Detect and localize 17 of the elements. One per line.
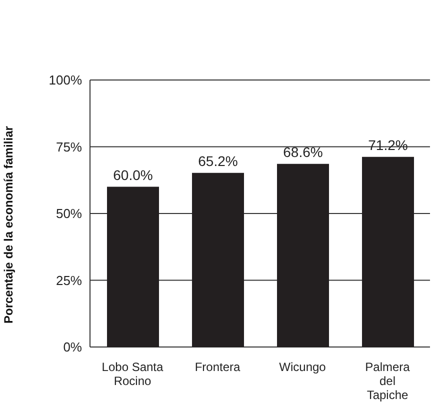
y-tick-label: 25%	[56, 272, 82, 288]
data-label: 60.0%	[113, 166, 153, 183]
bar	[362, 156, 414, 347]
data-label: 65.2%	[198, 152, 238, 169]
y-tick-label: 50%	[56, 206, 82, 222]
bar	[192, 172, 244, 347]
x-tick-label: Frontera	[194, 360, 240, 374]
y-axis-title: Porcentaje de la economía familiar	[1, 126, 16, 324]
y-tick-label: 75%	[56, 139, 82, 154]
y-tick-label: 100%	[48, 72, 82, 88]
bar	[107, 186, 159, 347]
x-tick-label: Palmera del Tapiche	[365, 360, 410, 402]
bar	[277, 164, 329, 347]
x-tick-label: Wicungo	[279, 360, 326, 374]
y-tick-label: 0%	[63, 340, 82, 355]
x-tick-label: Lobo Santa Rocino	[102, 360, 164, 388]
data-label: 68.6%	[283, 144, 323, 160]
